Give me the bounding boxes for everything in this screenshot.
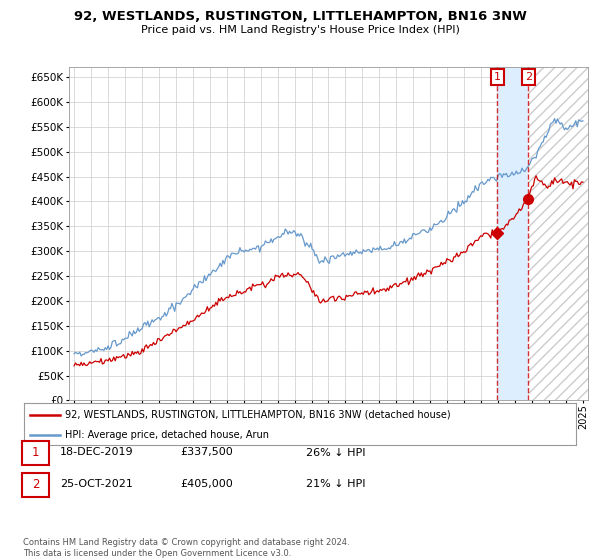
Text: 1: 1 [32,446,39,459]
Text: 18-DEC-2019: 18-DEC-2019 [60,447,134,458]
Text: 92, WESTLANDS, RUSTINGTON, LITTLEHAMPTON, BN16 3NW (detached house): 92, WESTLANDS, RUSTINGTON, LITTLEHAMPTON… [65,410,451,420]
Bar [529,67,588,400]
Text: 2: 2 [32,478,39,491]
Text: 2: 2 [525,72,532,82]
Text: £337,500: £337,500 [180,447,233,458]
Bar [497,67,529,400]
Bar [529,67,588,400]
Text: HPI: Average price, detached house, Arun: HPI: Average price, detached house, Arun [65,430,269,440]
Text: Price paid vs. HM Land Registry's House Price Index (HPI): Price paid vs. HM Land Registry's House … [140,25,460,35]
Text: 21% ↓ HPI: 21% ↓ HPI [306,479,365,489]
Text: £405,000: £405,000 [180,479,233,489]
Text: 26% ↓ HPI: 26% ↓ HPI [306,447,365,458]
Text: 25-OCT-2021: 25-OCT-2021 [60,479,133,489]
Text: Contains HM Land Registry data © Crown copyright and database right 2024.
This d: Contains HM Land Registry data © Crown c… [23,538,349,558]
Text: 1: 1 [494,72,501,82]
Text: 92, WESTLANDS, RUSTINGTON, LITTLEHAMPTON, BN16 3NW: 92, WESTLANDS, RUSTINGTON, LITTLEHAMPTON… [74,10,526,23]
